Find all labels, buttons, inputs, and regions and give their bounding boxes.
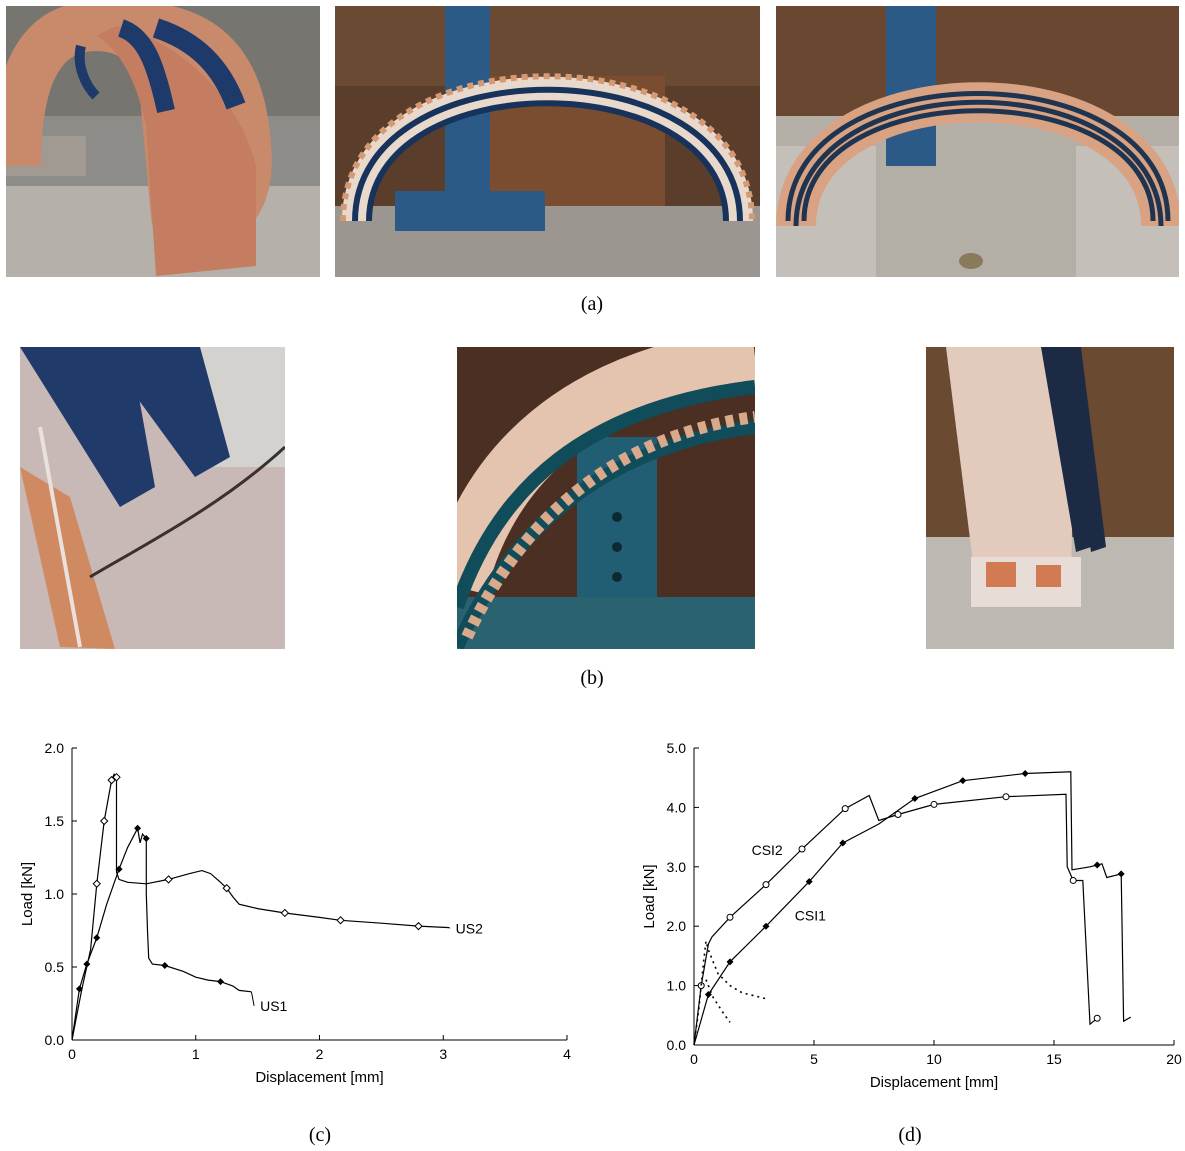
caption-c: (c) bbox=[308, 1124, 332, 1146]
data-point bbox=[1117, 870, 1125, 878]
y-tick-label: 2.0 bbox=[45, 740, 65, 756]
series-line bbox=[693, 793, 1098, 1046]
x-tick-label: 1 bbox=[192, 1046, 200, 1062]
data-point bbox=[1093, 861, 1101, 869]
data-point bbox=[336, 916, 345, 925]
y-tick-label: 1.0 bbox=[667, 978, 687, 994]
data-point bbox=[911, 794, 919, 802]
x-tick-label: 3 bbox=[439, 1046, 447, 1062]
chart-d: 0 5 10 15 20 0.0 1.0 2.0 3.0 4.0 5.0 Displacement [… bbox=[600, 730, 1185, 1120]
y-tick-label: 1.5 bbox=[45, 813, 65, 829]
y-tick-label: 2.0 bbox=[667, 918, 687, 934]
y-tick-label: 4.0 bbox=[667, 799, 687, 815]
data-point bbox=[1069, 876, 1077, 884]
failure-photo-delamination bbox=[457, 347, 755, 649]
x-axis-label: Displacement [mm] bbox=[870, 1074, 998, 1091]
caption-a: (a) bbox=[580, 293, 604, 315]
data-point bbox=[161, 962, 169, 970]
data-point bbox=[134, 824, 142, 832]
data-point bbox=[75, 985, 83, 993]
data-point bbox=[164, 875, 173, 884]
data-point bbox=[222, 883, 231, 893]
y-tick-label: 0.0 bbox=[45, 1032, 65, 1048]
x-tick-label: 10 bbox=[926, 1051, 942, 1067]
y-tick-label: 0.0 bbox=[667, 1037, 687, 1053]
series-label: US2 bbox=[456, 920, 483, 936]
x-tick-label: 2 bbox=[316, 1046, 324, 1062]
series-label-leader bbox=[250, 991, 255, 1006]
data-point bbox=[414, 921, 423, 931]
data-point bbox=[697, 982, 705, 990]
data-point bbox=[798, 845, 806, 853]
data-point bbox=[1093, 1014, 1101, 1022]
arch-photo-strengthened-extrados bbox=[6, 6, 320, 277]
x-tick-label: 0 bbox=[68, 1046, 76, 1062]
data-point bbox=[217, 978, 224, 986]
series-label: US1 bbox=[260, 998, 287, 1014]
x-axis-label: Displacement [mm] bbox=[255, 1069, 383, 1086]
data-point bbox=[762, 922, 770, 930]
data-point bbox=[959, 777, 967, 785]
y-tick-label: 5.0 bbox=[667, 740, 687, 756]
series-line bbox=[693, 940, 767, 1046]
series-line bbox=[705, 979, 731, 1023]
failure-photo-crack bbox=[20, 347, 285, 649]
data-point bbox=[805, 878, 813, 886]
data-point bbox=[930, 800, 938, 808]
data-point bbox=[93, 934, 101, 942]
series-line bbox=[693, 771, 1132, 1046]
data-point bbox=[99, 816, 109, 826]
x-tick-label: 0 bbox=[690, 1051, 698, 1067]
data-point bbox=[83, 960, 91, 968]
data-point bbox=[726, 913, 734, 921]
x-tick-label: 15 bbox=[1046, 1051, 1062, 1067]
data-point bbox=[726, 958, 734, 966]
caption-d: (d) bbox=[898, 1124, 922, 1146]
x-tick-label: 4 bbox=[563, 1046, 571, 1062]
data-point bbox=[280, 908, 290, 918]
x-tick-label: 5 bbox=[810, 1051, 818, 1067]
data-point bbox=[839, 839, 847, 847]
y-tick-label: 1.0 bbox=[45, 886, 65, 902]
data-point bbox=[112, 772, 121, 782]
arch-photo-strengthened-bands bbox=[776, 6, 1179, 277]
data-point bbox=[107, 775, 116, 785]
y-axis-label: Load [kN] bbox=[641, 864, 658, 928]
series-line bbox=[71, 773, 450, 1041]
data-point bbox=[115, 865, 123, 873]
series-label: CSI2 bbox=[752, 842, 783, 858]
data-point bbox=[142, 835, 150, 843]
y-tick-label: 3.0 bbox=[667, 859, 687, 875]
data-point bbox=[762, 881, 770, 889]
data-point bbox=[704, 991, 712, 999]
data-point bbox=[1002, 793, 1010, 801]
failure-photo-support-crush bbox=[926, 347, 1174, 649]
y-axis-label: Load [kN] bbox=[19, 862, 36, 926]
y-tick-label: 0.5 bbox=[45, 959, 65, 975]
data-point bbox=[841, 805, 849, 813]
data-point bbox=[1021, 770, 1029, 778]
series-label: CSI1 bbox=[795, 907, 826, 923]
data-point bbox=[894, 811, 902, 819]
data-point bbox=[92, 879, 101, 888]
series-line bbox=[71, 826, 252, 1041]
x-tick-label: 20 bbox=[1166, 1051, 1182, 1067]
arch-photo-strengthened-intrados bbox=[335, 6, 760, 277]
chart-c: 0 1 2 3 4 0.0 0.5 1.0 1.5 2.0 Displacement [mm] Loa… bbox=[0, 730, 590, 1120]
caption-b: (b) bbox=[580, 667, 604, 689]
